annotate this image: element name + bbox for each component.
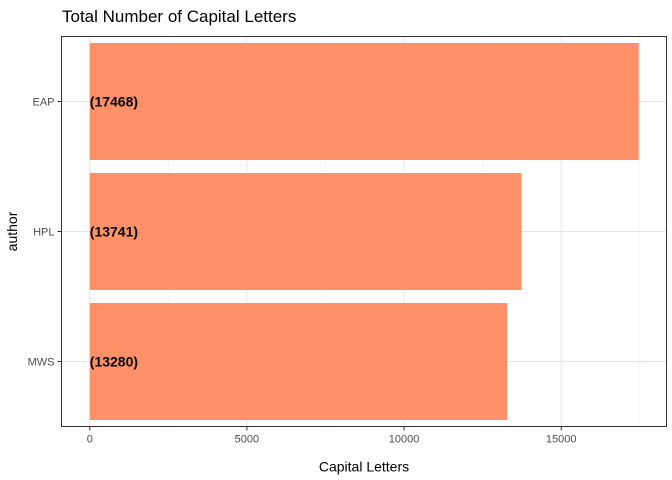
bars xyxy=(89,43,639,420)
x-tick-label: 0 xyxy=(87,434,93,446)
data-label: (13741) xyxy=(90,224,138,240)
y-axis-title: author xyxy=(4,211,20,251)
bar-mws xyxy=(89,303,508,420)
bar-eap xyxy=(89,43,639,160)
data-label: (13280) xyxy=(90,354,138,370)
x-axis-title: Capital Letters xyxy=(319,459,409,475)
y-axis-ticks: EAP HPL MWS xyxy=(28,97,62,369)
chart-title: Total Number of Capital Letters xyxy=(62,7,296,26)
bar-hpl xyxy=(89,173,522,290)
y-tick-label: EAP xyxy=(32,97,54,109)
y-tick-label: MWS xyxy=(28,357,55,369)
x-axis-ticks: 0 5000 10000 15000 xyxy=(87,426,577,446)
x-tick-label: 5000 xyxy=(235,434,259,446)
x-tick-label: 15000 xyxy=(546,434,577,446)
y-tick-label: HPL xyxy=(33,227,54,239)
data-labels: (17468) (13741) (13280) xyxy=(90,94,138,370)
x-tick-label: 10000 xyxy=(389,434,420,446)
data-label: (17468) xyxy=(90,94,138,110)
